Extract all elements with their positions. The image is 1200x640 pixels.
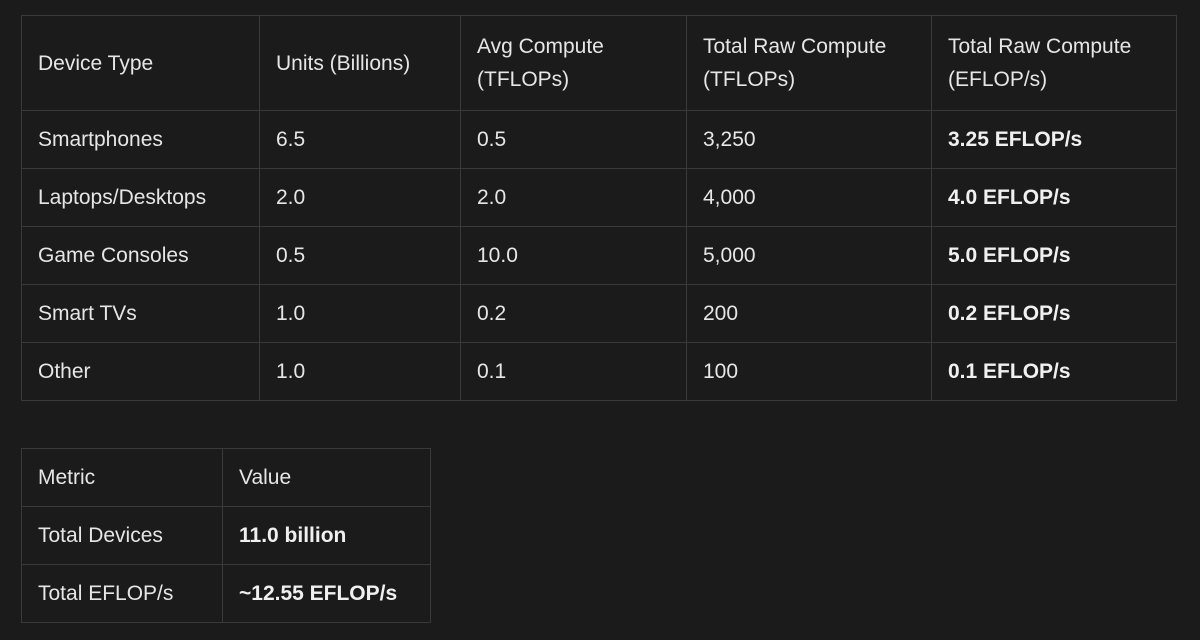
cell-value: 11.0 billion: [222, 506, 431, 565]
cell-value: ~12.55 EFLOP/s: [222, 564, 431, 623]
column-header-units: Units (Billions): [259, 15, 461, 111]
cell-avg-compute: 0.5: [460, 110, 687, 169]
cell-units: 1.0: [259, 284, 461, 343]
column-header-total-raw-tflops: Total Raw Compute (TFLOPs): [686, 15, 932, 111]
column-header-metric: Metric: [21, 448, 223, 507]
table-row: Laptops/Desktops 2.0 2.0 4,000 4.0 EFLOP…: [21, 168, 1177, 227]
cell-device-type: Other: [21, 342, 260, 401]
table-row: Total EFLOP/s ~12.55 EFLOP/s: [21, 564, 431, 623]
cell-device-type: Game Consoles: [21, 226, 260, 285]
cell-total-tflops: 200: [686, 284, 932, 343]
table-row: Game Consoles 0.5 10.0 5,000 5.0 EFLOP/s: [21, 226, 1177, 285]
cell-total-eflops: 4.0 EFLOP/s: [931, 168, 1177, 227]
cell-device-type: Smart TVs: [21, 284, 260, 343]
cell-total-tflops: 100: [686, 342, 932, 401]
cell-total-tflops: 3,250: [686, 110, 932, 169]
table-header-row: Metric Value: [21, 448, 431, 507]
cell-units: 2.0: [259, 168, 461, 227]
table-row: Total Devices 11.0 billion: [21, 506, 431, 565]
cell-avg-compute: 0.2: [460, 284, 687, 343]
column-header-device-type: Device Type: [21, 15, 260, 111]
cell-metric: Total EFLOP/s: [21, 564, 223, 623]
cell-units: 6.5: [259, 110, 461, 169]
cell-total-eflops: 3.25 EFLOP/s: [931, 110, 1177, 169]
cell-device-type: Smartphones: [21, 110, 260, 169]
summary-table: Metric Value Total Devices 11.0 billion …: [21, 448, 431, 623]
cell-avg-compute: 10.0: [460, 226, 687, 285]
cell-units: 1.0: [259, 342, 461, 401]
device-compute-table: Device Type Units (Billions) Avg Compute…: [21, 15, 1177, 401]
table-row: Smart TVs 1.0 0.2 200 0.2 EFLOP/s: [21, 284, 1177, 343]
cell-total-tflops: 5,000: [686, 226, 932, 285]
column-header-avg-compute: Avg Compute (TFLOPs): [460, 15, 687, 111]
table-header-row: Device Type Units (Billions) Avg Compute…: [21, 15, 1177, 111]
cell-avg-compute: 2.0: [460, 168, 687, 227]
cell-metric: Total Devices: [21, 506, 223, 565]
cell-units: 0.5: [259, 226, 461, 285]
table-row: Smartphones 6.5 0.5 3,250 3.25 EFLOP/s: [21, 110, 1177, 169]
cell-total-eflops: 0.1 EFLOP/s: [931, 342, 1177, 401]
cell-avg-compute: 0.1: [460, 342, 687, 401]
column-header-value: Value: [222, 448, 431, 507]
column-header-total-raw-eflops: Total Raw Compute (EFLOP/s): [931, 15, 1177, 111]
cell-total-eflops: 0.2 EFLOP/s: [931, 284, 1177, 343]
cell-total-tflops: 4,000: [686, 168, 932, 227]
cell-total-eflops: 5.0 EFLOP/s: [931, 226, 1177, 285]
table-row: Other 1.0 0.1 100 0.1 EFLOP/s: [21, 342, 1177, 401]
cell-device-type: Laptops/Desktops: [21, 168, 260, 227]
